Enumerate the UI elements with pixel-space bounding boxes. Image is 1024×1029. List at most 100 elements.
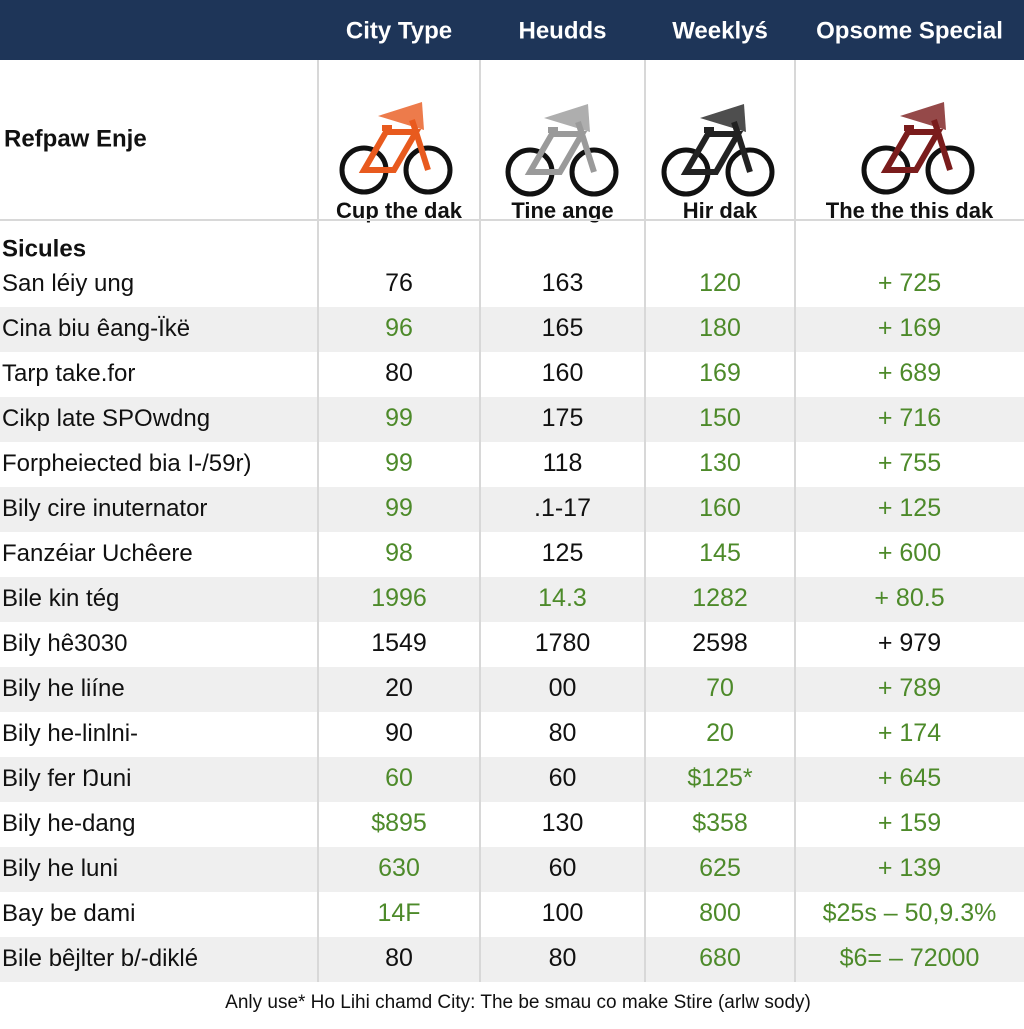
row-label: Bily he-linlni- — [2, 720, 138, 747]
row-label: Tarp take.for — [2, 360, 135, 387]
product-caption: Tine ange — [511, 198, 613, 223]
cell-value: 145 — [699, 539, 741, 567]
cell-value: + 174 — [878, 719, 941, 747]
column-header: Weeklyś — [672, 17, 768, 44]
cell-value: 60 — [549, 854, 577, 882]
cell-value: 70 — [706, 674, 734, 702]
cell-value: 165 — [542, 314, 584, 342]
cell-value: 630 — [378, 854, 420, 882]
cell-value: 1282 — [692, 584, 748, 612]
cell-value: 680 — [699, 944, 741, 972]
row-label: Bily he luni — [2, 855, 118, 882]
cell-value: 99 — [385, 449, 413, 477]
cell-value: 125 — [542, 539, 584, 567]
cell-value: + 725 — [878, 269, 941, 297]
cell-value: + 125 — [878, 494, 941, 522]
cell-value: 96 — [385, 314, 413, 342]
cell-value: 120 — [699, 269, 741, 297]
cell-value: 118 — [543, 449, 583, 477]
row-label: Fanzéiar Uchêere — [2, 540, 193, 567]
cell-value: 163 — [542, 269, 584, 297]
cell-value: 160 — [699, 494, 741, 522]
cell-value: $25s – 50,9.3% — [823, 899, 997, 927]
cell-value: 00 — [549, 674, 577, 702]
cell-value: 130 — [699, 449, 741, 477]
cell-value: + 169 — [878, 314, 941, 342]
row-label: Cina biu êang-Ïkë — [2, 315, 190, 342]
cell-value: 14F — [377, 899, 420, 927]
product-caption: The the this dak — [826, 198, 994, 223]
cell-value: 76 — [385, 269, 413, 297]
cell-value: + 755 — [878, 449, 941, 477]
cell-value: 1549 — [371, 629, 427, 657]
row-label: Bily he-dang — [2, 810, 135, 837]
row-shade — [0, 307, 1024, 352]
section-label: Sicules — [2, 235, 86, 262]
column-header: Opsome Special — [816, 17, 1003, 44]
header-bar — [0, 0, 1024, 60]
cell-value: 80 — [549, 719, 577, 747]
row-label: San léiy ung — [2, 270, 134, 297]
cell-value: 150 — [699, 404, 741, 432]
cell-value: $895 — [371, 809, 427, 837]
cell-value: 99 — [385, 404, 413, 432]
cell-value: + 716 — [878, 404, 941, 432]
cell-value: + 159 — [878, 809, 941, 837]
cell-value: 60 — [385, 764, 413, 792]
cell-value: 800 — [699, 899, 741, 927]
cell-value: 100 — [542, 899, 584, 927]
cell-value: 180 — [699, 314, 741, 342]
cell-value: 2598 — [692, 629, 748, 657]
cell-value: 20 — [706, 719, 734, 747]
cell-value: 175 — [542, 404, 584, 432]
product-caption: Hir dak — [683, 198, 758, 223]
cell-value: 80 — [385, 944, 413, 972]
footer-note: Anly use* Ho Lihi chamd City: The be sma… — [225, 992, 811, 1013]
cell-value: 98 — [385, 539, 413, 567]
cell-value: 20 — [385, 674, 413, 702]
cell-value: 80 — [385, 359, 413, 387]
row-label: Bily fer Ŋuni — [2, 765, 131, 792]
cell-value: 60 — [549, 764, 577, 792]
bike-icon — [664, 104, 772, 194]
cell-value: 169 — [699, 359, 741, 387]
cell-value: + 645 — [878, 764, 941, 792]
product-caption: Cup the dak — [336, 198, 463, 223]
bike-icon — [864, 102, 972, 192]
column-header: City Type — [346, 17, 452, 44]
row-label: Bay be dami — [2, 900, 135, 927]
cell-value: 80 — [549, 944, 577, 972]
cell-value: + 80.5 — [874, 584, 944, 612]
cell-value: $358 — [692, 809, 748, 837]
bike-icon — [508, 104, 616, 194]
row-shade — [0, 577, 1024, 622]
row-shade — [0, 487, 1024, 532]
row-label: Bily cire inuternator — [2, 495, 207, 522]
row-shade — [0, 667, 1024, 712]
row-label: Bile bêjlter b/-diklé — [2, 945, 198, 972]
row-shade — [0, 397, 1024, 442]
row-label: Cikp late SPOwdng — [2, 405, 210, 432]
cell-value: 90 — [385, 719, 413, 747]
cell-value: $6= – 72000 — [840, 944, 980, 972]
cell-value: + 139 — [878, 854, 941, 882]
row-shade — [0, 757, 1024, 802]
products-title: Refpaw Enje — [4, 125, 147, 152]
cell-value: 625 — [699, 854, 741, 882]
bike-icon — [342, 102, 450, 192]
cell-value: 160 — [542, 359, 584, 387]
cell-value: 1780 — [535, 629, 591, 657]
cell-value: 1996 — [371, 584, 427, 612]
cell-value: + 789 — [878, 674, 941, 702]
column-header: Heudds — [518, 17, 606, 44]
row-label: Bile kin tég — [2, 585, 119, 612]
cell-value: 130 — [542, 809, 584, 837]
row-label: Bily he liíne — [2, 675, 125, 702]
row-shade — [0, 847, 1024, 892]
row-label: Forpheiected bia I-/59r) — [2, 450, 251, 477]
row-shade — [0, 937, 1024, 982]
cell-value: .1-17 — [534, 494, 591, 522]
cell-value: 14.3 — [538, 584, 587, 612]
cell-value: 99 — [385, 494, 413, 522]
